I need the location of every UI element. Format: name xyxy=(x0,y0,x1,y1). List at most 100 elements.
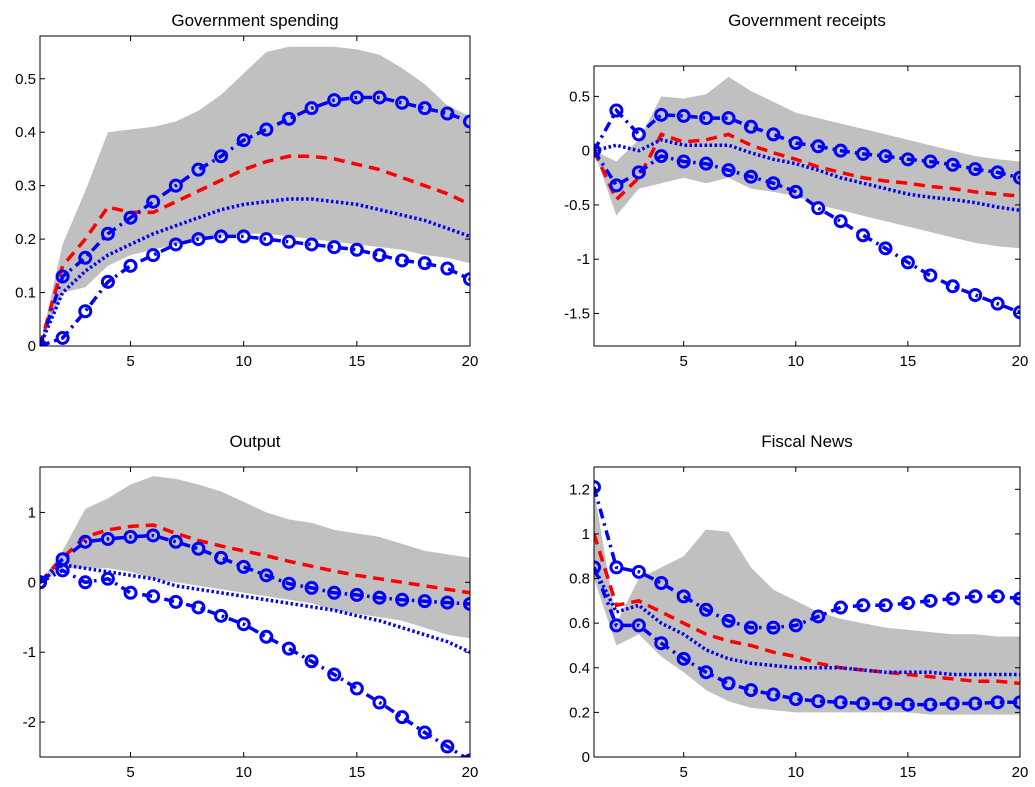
series-point xyxy=(372,248,387,263)
series-point xyxy=(417,594,432,609)
series-line-2 xyxy=(40,533,470,606)
series-point xyxy=(146,528,161,543)
series-point xyxy=(78,250,93,265)
series-point xyxy=(990,589,1005,604)
series-point xyxy=(349,681,364,696)
series-point xyxy=(214,229,229,244)
series-point xyxy=(349,242,364,257)
series-point xyxy=(968,696,983,711)
plot-area-1 xyxy=(594,76,1020,320)
plot-area-0 xyxy=(40,46,470,346)
series-point xyxy=(146,248,161,263)
series-point xyxy=(55,330,70,345)
series-point xyxy=(900,255,915,270)
series-point xyxy=(699,156,714,171)
series-point xyxy=(349,90,364,105)
series-point xyxy=(463,596,470,611)
series-point xyxy=(833,600,848,615)
series-line-1 xyxy=(40,197,470,346)
series-point xyxy=(900,152,915,167)
series-point xyxy=(191,162,206,177)
series-point xyxy=(395,253,410,268)
y-tick-label: 0.2 xyxy=(15,231,36,248)
series-point xyxy=(372,590,387,605)
series-point xyxy=(236,229,251,244)
series-point xyxy=(990,695,1005,710)
series-point xyxy=(968,287,983,302)
series-point xyxy=(766,687,781,702)
series-point xyxy=(721,613,736,628)
series-point xyxy=(743,169,758,184)
series-point xyxy=(304,654,319,669)
series-point xyxy=(123,529,138,544)
series-point xyxy=(878,149,893,164)
series-point xyxy=(945,157,960,172)
series-point xyxy=(304,101,319,116)
series-point xyxy=(788,692,803,706)
series-point xyxy=(146,194,161,209)
axes-box xyxy=(39,466,471,758)
series-point xyxy=(766,127,781,142)
y-tick-label: -1 xyxy=(577,251,590,268)
series-point xyxy=(236,559,251,574)
series-point xyxy=(440,106,455,121)
chart-panel-1: 5 10 15 20 -1.5 -1 -0.5 0 0.5 Government receipts xyxy=(564,11,1028,370)
axes-box xyxy=(39,35,471,347)
series-point xyxy=(395,592,410,607)
series-point xyxy=(259,122,274,137)
series-point xyxy=(281,234,296,249)
confidence-band xyxy=(40,476,470,639)
x-tick-label: 15 xyxy=(900,764,917,781)
y-tick-label: -2 xyxy=(23,714,36,731)
series-point xyxy=(856,696,871,711)
series-point xyxy=(168,594,183,609)
plot-area-2 xyxy=(40,476,470,757)
series-point xyxy=(878,598,893,613)
x-tick-label: 10 xyxy=(787,764,804,781)
series-point xyxy=(743,119,758,134)
series-point xyxy=(945,696,960,711)
x-tick-label: 5 xyxy=(126,353,134,370)
series-point xyxy=(900,697,915,712)
series-point xyxy=(811,609,826,624)
series-point xyxy=(191,541,206,556)
series-point xyxy=(654,576,669,590)
y-tick-label: 1.2 xyxy=(569,481,590,498)
series-point xyxy=(123,585,138,600)
series-point xyxy=(676,108,691,123)
series-point xyxy=(856,228,871,243)
y-tick-label: 0 xyxy=(582,143,590,160)
x-tick-label: 5 xyxy=(680,764,688,781)
series-point xyxy=(990,165,1005,180)
series-point xyxy=(631,165,646,180)
confidence-band xyxy=(40,46,470,346)
series-point xyxy=(349,587,364,602)
series-point xyxy=(594,143,601,158)
series-point xyxy=(372,90,387,105)
chart-title: Government receipts xyxy=(728,11,886,30)
series-point xyxy=(743,620,758,635)
chart-panel-2: 5 10 15 20 -2 -1 0 1 Output xyxy=(23,432,479,781)
series-point xyxy=(811,201,826,216)
x-tick-label: 20 xyxy=(1012,353,1029,370)
series-point xyxy=(463,114,470,129)
series-point xyxy=(654,636,669,651)
series-point xyxy=(281,641,296,656)
series-point xyxy=(923,154,938,169)
series-point xyxy=(1013,305,1020,320)
series-point xyxy=(327,667,342,682)
y-tick-label: 0 xyxy=(28,338,36,355)
series-point xyxy=(609,618,624,633)
series-point xyxy=(699,665,714,680)
y-tick-label: 0.1 xyxy=(15,285,36,302)
series-point xyxy=(594,560,601,575)
y-tick-label: 0.4 xyxy=(15,124,36,141)
series-point xyxy=(55,269,70,284)
series-point xyxy=(721,111,736,126)
y-tick-label: 0.2 xyxy=(569,704,590,721)
series-point xyxy=(609,560,624,575)
confidence-band xyxy=(594,489,1020,715)
series-point xyxy=(236,133,251,148)
series-point xyxy=(55,563,70,578)
series-point xyxy=(78,575,93,590)
